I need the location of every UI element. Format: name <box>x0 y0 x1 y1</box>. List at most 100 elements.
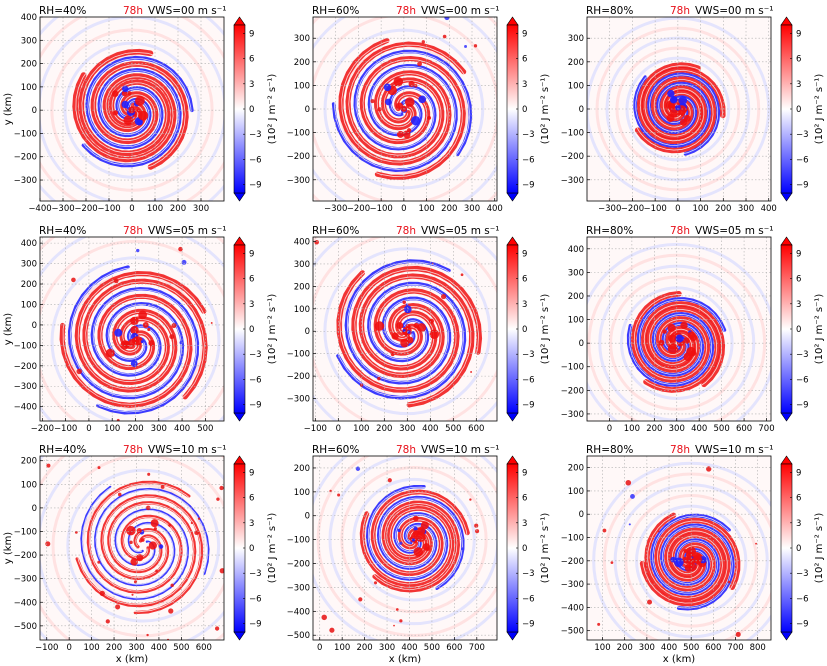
spiral-gap <box>341 38 449 163</box>
colorbar-extend-max <box>506 455 519 465</box>
outer-ring <box>50 256 221 421</box>
outer-ring <box>66 468 221 623</box>
panel-rh-label: RH=40% <box>39 444 86 456</box>
colorbar-extend-min <box>506 192 519 202</box>
convective-cell <box>145 505 151 511</box>
convective-cell <box>474 523 479 528</box>
spiral-band <box>67 265 185 400</box>
convective-cell <box>414 83 418 88</box>
y-tick-label: −200 <box>561 152 584 162</box>
panel-time-label: 78h <box>123 5 143 17</box>
x-tick-label: −400 <box>28 204 51 214</box>
x-tick-label: 700 <box>469 643 485 653</box>
colorbar: 9 6 3 0 −3 −6 −9 (10² J m⁻² s⁻¹) <box>506 236 551 422</box>
x-tick-label: 400 <box>422 424 438 434</box>
colorbar-tick-label: −6 <box>796 155 809 165</box>
spiral-gap <box>362 58 463 177</box>
colorbar-tick-label: 0 <box>249 325 254 335</box>
core-cell <box>147 327 151 332</box>
panel-r1c1: −100 0 100 200 300 400 500 600 −300 −200 −100 0 100 2… <box>287 225 551 434</box>
spiral-gap <box>102 496 202 613</box>
core-cell <box>121 100 129 109</box>
grid <box>313 17 497 201</box>
x-tick-label: 400 <box>761 204 777 214</box>
core-cell <box>692 554 702 565</box>
y-tick-label: −300 <box>287 583 310 593</box>
y-tick-label: −200 <box>561 386 584 396</box>
x-tick-label: 200 <box>170 204 186 214</box>
core-cell <box>136 527 142 534</box>
grid <box>40 237 224 421</box>
x-tick-label: 100 <box>334 643 350 653</box>
colorbar-tick-label: 6 <box>249 275 254 285</box>
x-tick-label: 200 <box>617 643 633 653</box>
panel-r0c1: −300 −200 −100 0 100 200 300 400−300−200−100010… <box>287 5 551 214</box>
core-cell <box>138 110 149 121</box>
colorbar-tick-label: −6 <box>522 594 535 604</box>
convective-cell <box>647 599 653 605</box>
colorbar-extend-min <box>233 412 246 422</box>
x-tick-label: −300 <box>598 204 621 214</box>
core-cell <box>136 108 141 113</box>
core-cell <box>402 300 406 305</box>
colorbar-tick-label: −9 <box>249 401 262 411</box>
spiral-gap <box>85 281 205 404</box>
x-tick-label: −100 <box>304 424 327 434</box>
spiral-band <box>634 76 717 154</box>
colorbar-tick-label: −3 <box>796 130 809 140</box>
y-tick-label: −500 <box>561 627 584 637</box>
colorbar: 9 6 3 0 −3 −6 −9 (10² J m⁻² s⁻¹) <box>233 455 278 641</box>
x-tick-label: 800 <box>750 643 766 653</box>
colorbar-tick-label: 6 <box>522 55 527 65</box>
convective-cell <box>190 521 193 525</box>
spiral-gap <box>346 261 458 383</box>
x-axis-label: x (km) <box>663 654 696 665</box>
spiral-gap <box>62 296 190 405</box>
x-tick-label: 0 <box>401 204 406 214</box>
colorbar-tick-label: 3 <box>522 80 527 90</box>
colorbar-tick-label: −6 <box>522 375 535 385</box>
core-cell <box>153 527 157 531</box>
colorbar-tick-label: 9 <box>796 29 801 39</box>
panel-time-label: 78h <box>396 444 416 456</box>
x-tick-label: 0 <box>129 204 134 214</box>
core-cell <box>417 323 427 333</box>
panel-rh-label: RH=40% <box>39 5 86 17</box>
y-tick-label: 300 <box>21 36 37 46</box>
core-cell <box>395 102 404 110</box>
colorbar-tick-label: 6 <box>249 55 254 65</box>
spiral-band <box>100 494 203 615</box>
core-cell <box>658 339 665 346</box>
panel-vws-label: VWS=05 m s⁻¹ <box>148 225 227 237</box>
convective-cell <box>470 370 473 373</box>
grid <box>587 237 771 421</box>
core-cell <box>397 528 401 533</box>
panel-time-label: 78h <box>123 225 143 237</box>
core-cell <box>377 107 382 112</box>
convective-cell <box>469 498 472 501</box>
y-tick-label: −400 <box>14 598 37 608</box>
y-tick-label: 100 <box>294 81 310 91</box>
colorbar-label: (10² J m⁻² s⁻¹) <box>540 74 551 145</box>
x-tick-label: 200 <box>441 204 457 214</box>
core-cell <box>158 544 164 549</box>
colorbar-tick-label: −3 <box>796 569 809 579</box>
x-tick-label: 400 <box>401 643 417 653</box>
colorbar-tick-label: −3 <box>522 569 535 579</box>
spiral-band <box>626 311 715 387</box>
y-tick-label: −200 <box>287 372 310 382</box>
x-tick-label: 300 <box>669 424 685 434</box>
colorbar-tick-label: −3 <box>522 130 535 140</box>
colorbar-tick-label: 0 <box>796 325 801 335</box>
convective-cell <box>464 45 467 48</box>
convective-cell <box>181 259 187 265</box>
core-cell <box>385 98 392 106</box>
spiral-band <box>643 306 721 393</box>
heatmap-field <box>313 456 497 640</box>
colorbar: 9 6 3 0 −3 −6 −9 (10² J m⁻² s⁻¹) <box>233 16 278 202</box>
colorbar: 9 6 3 0 −3 −6 −9 (10² J m⁻² s⁻¹) <box>506 455 551 641</box>
colorbar-extend-min <box>506 412 519 422</box>
colorbar: 9 6 3 0 −3 −6 −9 (10² J m⁻² s⁻¹) <box>506 16 551 202</box>
panel-vws-label: VWS=00 m s⁻¹ <box>695 5 774 17</box>
